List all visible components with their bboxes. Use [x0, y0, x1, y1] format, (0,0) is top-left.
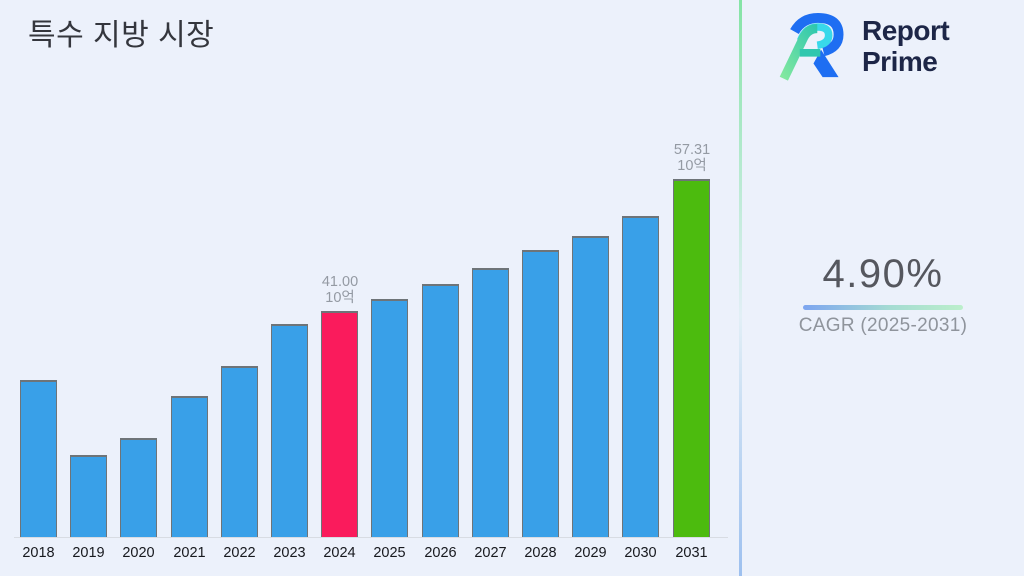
x-tick-2026: 2026 [424, 545, 457, 561]
value-label-number: 57.31 [673, 142, 711, 158]
x-tick-2021: 2021 [173, 545, 206, 561]
x-axis-line [14, 536, 728, 538]
brand-wordmark-line2: Prime [862, 46, 938, 77]
bar-2024 [321, 311, 358, 537]
page-title: 특수 지방 시장 [28, 19, 215, 52]
value-label-unit: 10억 [677, 158, 707, 174]
bar-2027 [472, 268, 509, 537]
bar-2026 [422, 284, 459, 537]
cagr-caption: CAGR (2025-2031) [798, 315, 968, 336]
value-label-2031: 57.31 10억 [655, 142, 729, 174]
x-tick-2018: 2018 [22, 545, 55, 561]
x-tick-2019: 2019 [72, 545, 105, 561]
brand-wordmark-line1: Report [862, 15, 950, 46]
x-tick-2020: 2020 [122, 545, 155, 561]
x-tick-2025: 2025 [373, 545, 406, 561]
x-tick-2029: 2029 [574, 545, 607, 561]
x-tick-2030: 2030 [624, 545, 657, 561]
bar-2023 [271, 324, 308, 537]
cagr-underline [803, 305, 963, 310]
bar-2022 [221, 366, 258, 537]
x-tick-2028: 2028 [524, 545, 557, 561]
cagr-block: 4.90% CAGR (2025-2031) [798, 252, 968, 337]
brand: Report Prime [777, 6, 950, 86]
bar-2021 [171, 396, 208, 537]
x-tick-2023: 2023 [273, 545, 306, 561]
bar-2028 [522, 250, 559, 537]
bar-2030 [622, 216, 659, 537]
x-tick-2031: 2031 [675, 545, 708, 561]
vertical-divider [739, 0, 742, 576]
bar-2018 [20, 380, 57, 537]
x-tick-2022: 2022 [223, 545, 256, 561]
x-tick-2024: 2024 [323, 545, 356, 561]
x-tick-2027: 2027 [474, 545, 507, 561]
value-label-number: 41.00 [321, 274, 359, 290]
report-prime-logo-icon [779, 12, 844, 81]
bar-chart: 2018 2019 2020 2021 2022 2023 2024 41.00 10억 2025… [14, 142, 729, 561]
cagr-value: 4.90% [822, 252, 944, 296]
bar-2020 [120, 438, 157, 537]
value-label-unit: 10억 [325, 290, 355, 306]
bar-2031 [673, 179, 710, 537]
value-label-2024: 41.00 10억 [303, 274, 377, 306]
bar-2019 [70, 455, 107, 537]
bar-2029 [572, 236, 609, 537]
bar-2025 [371, 299, 408, 537]
brand-wordmark: Report Prime [862, 15, 950, 77]
